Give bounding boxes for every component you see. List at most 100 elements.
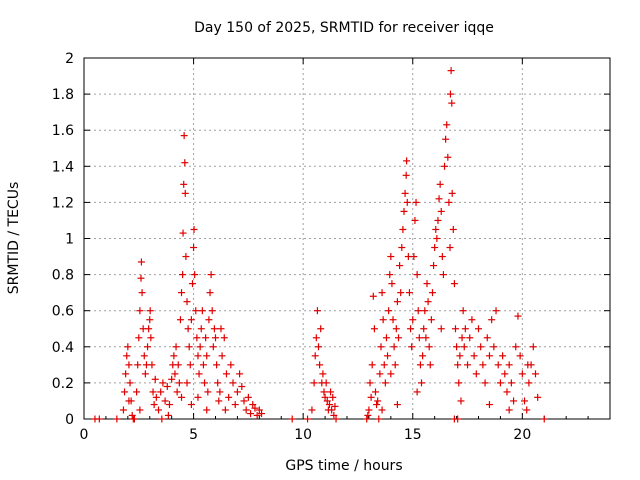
data-point	[432, 225, 440, 233]
data-point	[179, 229, 187, 237]
data-point	[170, 352, 178, 360]
data-point	[430, 262, 438, 270]
data-point	[425, 343, 433, 351]
data-point	[130, 415, 138, 423]
x-tick-label: 10	[294, 427, 312, 443]
data-point	[95, 415, 103, 423]
data-point	[180, 132, 188, 140]
data-point	[363, 415, 371, 423]
data-point	[392, 325, 400, 333]
data-point	[458, 334, 466, 342]
data-point	[442, 135, 450, 143]
data-point	[152, 393, 160, 401]
data-point	[136, 307, 144, 315]
data-point	[427, 316, 435, 324]
data-point	[386, 271, 394, 279]
data-point	[529, 343, 537, 351]
data-point	[199, 361, 207, 369]
data-point	[190, 244, 198, 252]
data-point	[240, 397, 248, 405]
data-point	[499, 352, 507, 360]
data-point	[534, 393, 542, 401]
data-point	[439, 271, 447, 279]
data-point	[446, 90, 454, 98]
data-point	[158, 415, 166, 423]
data-point	[505, 361, 513, 369]
data-point	[436, 180, 444, 188]
data-point	[523, 406, 531, 414]
data-point	[505, 406, 513, 414]
data-point	[155, 406, 163, 414]
data-point	[218, 352, 226, 360]
data-point	[507, 379, 515, 387]
data-point	[159, 379, 167, 387]
data-point	[403, 157, 411, 165]
data-point	[185, 343, 193, 351]
data-point	[178, 393, 186, 401]
data-point	[431, 244, 439, 252]
data-point	[207, 271, 215, 279]
data-point	[388, 280, 396, 288]
data-point	[124, 343, 132, 351]
data-point	[247, 410, 255, 418]
data-point	[164, 411, 172, 419]
data-point	[475, 325, 482, 333]
data-point	[450, 415, 458, 423]
data-point	[418, 379, 426, 387]
data-point	[448, 99, 456, 107]
data-point	[447, 67, 455, 75]
data-point	[485, 352, 493, 360]
data-point	[315, 343, 323, 351]
data-point	[367, 393, 375, 401]
data-point	[146, 307, 154, 315]
data-point	[387, 253, 395, 261]
data-point	[251, 404, 259, 412]
data-point	[253, 411, 261, 419]
data-point	[192, 307, 200, 315]
data-point	[450, 280, 458, 288]
data-point	[137, 274, 145, 282]
data-point	[490, 343, 498, 351]
data-point	[428, 289, 436, 297]
data-point	[121, 388, 129, 396]
data-point	[540, 415, 548, 423]
x-tick-label: 0	[80, 427, 89, 443]
data-point	[172, 343, 180, 351]
data-point	[178, 289, 186, 297]
data-point	[202, 334, 210, 342]
data-point	[375, 415, 383, 423]
data-point	[328, 406, 336, 414]
data-point	[310, 379, 318, 387]
data-points	[91, 67, 548, 423]
data-point	[470, 352, 478, 360]
data-point	[215, 397, 223, 405]
data-point	[472, 370, 480, 378]
data-point	[150, 401, 158, 409]
y-tick-label: 0.8	[52, 268, 74, 284]
data-point	[455, 379, 463, 387]
data-point	[195, 370, 203, 378]
data-point	[197, 325, 205, 333]
data-point	[423, 280, 431, 288]
data-point	[393, 298, 401, 306]
data-point	[525, 379, 533, 387]
data-point	[244, 393, 252, 401]
data-point	[373, 401, 381, 409]
data-point	[288, 415, 296, 423]
data-point	[137, 258, 145, 266]
data-point	[183, 298, 191, 306]
y-tick-label: 0	[65, 412, 74, 428]
data-point	[419, 352, 427, 360]
data-point	[381, 379, 389, 387]
data-point	[407, 325, 415, 333]
data-point	[389, 316, 397, 324]
data-point	[311, 352, 319, 360]
data-point	[144, 343, 152, 351]
data-point	[483, 334, 491, 342]
data-point	[238, 383, 246, 391]
data-point	[438, 253, 446, 261]
data-point	[198, 307, 206, 315]
data-point	[193, 334, 201, 342]
data-point	[249, 401, 257, 409]
